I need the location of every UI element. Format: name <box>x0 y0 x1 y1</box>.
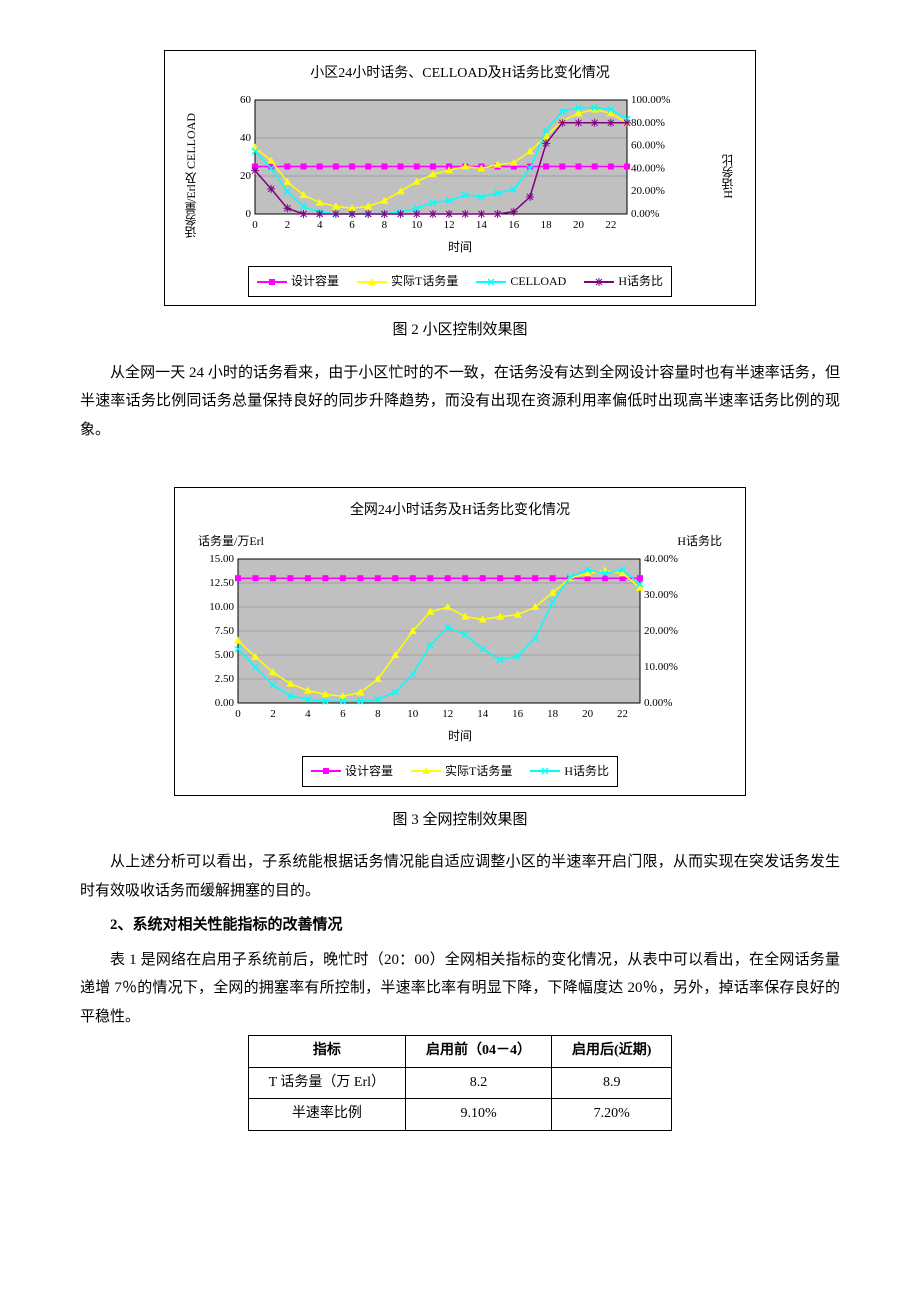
legend-item: 实际T话务量 <box>357 270 458 293</box>
svg-text:0: 0 <box>235 708 241 720</box>
chart1-y-left-label: 话务量/Erl及 CELLOAD <box>180 113 203 238</box>
section-heading: 2、系统对相关性能指标的改善情况 <box>80 911 840 940</box>
svg-text:10.00: 10.00 <box>209 601 234 613</box>
chart2-right-top: H话务比 <box>677 530 722 553</box>
paragraph-1: 从全网一天 24 小时的话务看来，由于小区忙时的不一致，在话务没有达到全网设计容… <box>80 359 840 445</box>
svg-text:0.00: 0.00 <box>215 697 235 709</box>
svg-text:4: 4 <box>305 708 311 720</box>
legend-item: 实际T话务量 <box>411 760 512 783</box>
chart1-x-label: 时间 <box>207 236 713 259</box>
chart2-svg: 0.00 2.50 5.00 7.50 10.00 12.50 15.00 0.00% 10.0… <box>190 553 700 723</box>
svg-text:8: 8 <box>375 708 381 720</box>
caption1: 图 2 小区控制效果图 <box>80 316 840 345</box>
svg-text:12: 12 <box>442 708 453 720</box>
svg-text:2.50: 2.50 <box>215 673 235 685</box>
legend-item: 设计容量 <box>257 270 339 293</box>
chart1-container: 小区24小时话务、CELLOAD及H话务比变化情况 话务量/Erl及 CELLO… <box>164 50 756 306</box>
svg-text:20: 20 <box>573 219 585 231</box>
chart2-top-labels: 话务量/万Erl H话务比 <box>190 530 730 553</box>
svg-text:40.00%: 40.00% <box>631 162 665 174</box>
svg-text:10: 10 <box>411 219 423 231</box>
chart1-plot-wrap: 话务量/Erl及 CELLOAD 02040600.00%20.00%40.00… <box>180 94 740 259</box>
svg-text:10: 10 <box>407 708 419 720</box>
svg-text:6: 6 <box>340 708 346 720</box>
svg-text:0.00%: 0.00% <box>631 208 659 220</box>
svg-text:14: 14 <box>476 219 488 231</box>
svg-text:0: 0 <box>245 208 251 220</box>
svg-text:16: 16 <box>512 708 524 720</box>
svg-text:2: 2 <box>270 708 276 720</box>
svg-text:10.00%: 10.00% <box>644 661 678 673</box>
svg-text:0: 0 <box>252 219 258 231</box>
chart1-title: 小区24小时话务、CELLOAD及H话务比变化情况 <box>180 61 740 88</box>
svg-text:7.50: 7.50 <box>215 625 235 637</box>
table-cell: 9.10% <box>406 1099 552 1131</box>
table-row: T 话务量（万 Erl）8.28.9 <box>248 1067 672 1099</box>
svg-text:6: 6 <box>349 219 355 231</box>
svg-text:20.00%: 20.00% <box>631 185 665 197</box>
indicator-table: 指标启用前（04－4）启用后(近期) T 话务量（万 Erl）8.28.9半速率… <box>248 1035 673 1131</box>
table-cell: 7.20% <box>552 1099 672 1131</box>
table-header: 启用前（04－4） <box>406 1036 552 1068</box>
table-cell: 8.9 <box>552 1067 672 1099</box>
paragraph-3: 表 1 是网络在启用子系统前后，晚忙时（20：00）全网相关指标的变化情况，从表… <box>80 946 840 1032</box>
svg-text:60: 60 <box>240 94 252 106</box>
svg-text:40: 40 <box>240 132 252 144</box>
table-header: 指标 <box>248 1036 405 1068</box>
svg-text:5.00: 5.00 <box>215 649 235 661</box>
legend-item: CELLOAD <box>476 270 566 293</box>
svg-text:14: 14 <box>477 708 489 720</box>
svg-text:80.00%: 80.00% <box>631 116 665 128</box>
svg-text:20: 20 <box>582 708 594 720</box>
table-cell: 8.2 <box>406 1067 552 1099</box>
svg-text:4: 4 <box>317 219 323 231</box>
svg-text:100.00%: 100.00% <box>631 94 670 106</box>
table-header: 启用后(近期) <box>552 1036 672 1068</box>
svg-text:8: 8 <box>381 219 387 231</box>
svg-text:20.00%: 20.00% <box>644 625 678 637</box>
chart2-x-label: 时间 <box>190 725 730 748</box>
svg-text:16: 16 <box>508 219 519 231</box>
legend-item: 设计容量 <box>311 760 393 783</box>
svg-text:20: 20 <box>240 170 252 182</box>
svg-text:2: 2 <box>284 219 290 231</box>
svg-text:12.50: 12.50 <box>209 577 234 589</box>
chart1-legend: 设计容量 实际T话务量 CELLOAD H话务比 <box>248 266 672 297</box>
table-cell: 半速率比例 <box>248 1099 405 1131</box>
chart2-container: 全网24小时话务及H话务比变化情况 话务量/万Erl H话务比 0.00 2.50… <box>174 487 746 796</box>
legend-item: H话务比 <box>584 270 663 293</box>
svg-text:40.00%: 40.00% <box>644 553 678 565</box>
svg-text:30.00%: 30.00% <box>644 589 678 601</box>
svg-text:60.00%: 60.00% <box>631 139 665 151</box>
chart2-title: 全网24小时话务及H话务比变化情况 <box>190 498 730 525</box>
table-row: 半速率比例9.10%7.20% <box>248 1099 672 1131</box>
caption2: 图 3 全网控制效果图 <box>80 806 840 835</box>
svg-text:22: 22 <box>605 219 616 231</box>
chart1-svg: 02040600.00%20.00%40.00%60.00%80.00%100.… <box>207 94 687 234</box>
table-cell: T 话务量（万 Erl） <box>248 1067 405 1099</box>
legend-item: H话务比 <box>530 760 609 783</box>
svg-text:22: 22 <box>617 708 628 720</box>
svg-text:18: 18 <box>540 219 552 231</box>
chart1-y-right-label: H话务比 <box>717 154 740 199</box>
chart2-left-top: 话务量/万Erl <box>198 530 264 553</box>
paragraph-2: 从上述分析可以看出，子系统能根据话务情况能自适应调整小区的半速率开启门限，从而实… <box>80 848 840 905</box>
svg-text:0.00%: 0.00% <box>644 697 672 709</box>
chart2-legend: 设计容量 实际T话务量 H话务比 <box>302 756 618 787</box>
svg-text:12: 12 <box>443 219 454 231</box>
svg-text:15.00: 15.00 <box>209 553 234 565</box>
svg-text:18: 18 <box>547 708 559 720</box>
